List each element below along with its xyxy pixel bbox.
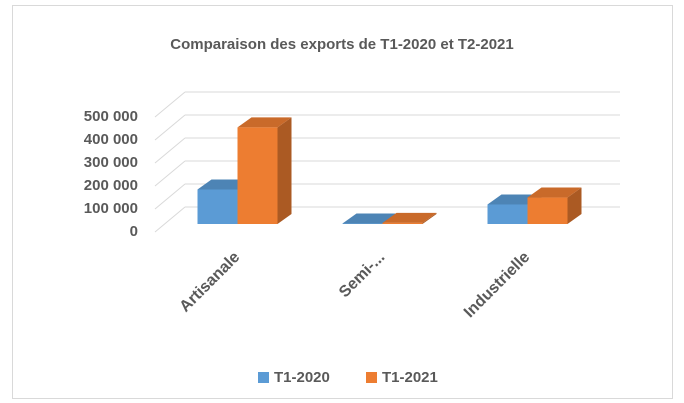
- bar: [197, 189, 238, 224]
- y-tick-label: 100 000: [84, 200, 138, 217]
- grid-line: [154, 91, 186, 118]
- bar: [527, 197, 568, 224]
- bar-top: [527, 187, 582, 198]
- bar: [237, 127, 278, 224]
- chart-title: Comparaison des exports de T1-2020 et T2…: [170, 36, 513, 53]
- grid-line: [154, 137, 186, 164]
- bar: [487, 204, 528, 224]
- y-tick-label: 200 000: [84, 177, 138, 194]
- bar-side: [422, 212, 437, 224]
- bar-side: [277, 117, 292, 224]
- grid-line: [154, 114, 186, 141]
- bar: [382, 222, 423, 224]
- grid-line: [154, 160, 186, 187]
- grid-line: [154, 183, 186, 210]
- y-tick-label: 0: [130, 223, 138, 240]
- y-tick-label: 400 000: [84, 131, 138, 148]
- y-tick-label: 500 000: [84, 108, 138, 125]
- grid-line: [154, 206, 186, 233]
- legend-label: T1-2021: [382, 369, 438, 386]
- legend-label: T1-2020: [274, 369, 330, 386]
- y-tick-label: 300 000: [84, 154, 138, 171]
- bar-top: [382, 212, 437, 223]
- legend-swatch: [258, 372, 269, 383]
- bar-top: [342, 213, 397, 224]
- legend-swatch: [366, 372, 377, 383]
- bar-top: [237, 117, 292, 128]
- bar-side: [567, 187, 582, 224]
